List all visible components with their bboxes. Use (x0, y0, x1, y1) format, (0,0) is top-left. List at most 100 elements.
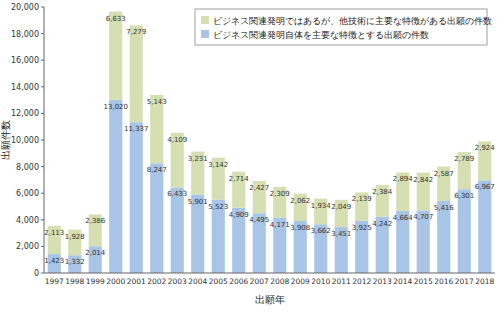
data-label: 1,423 (44, 257, 64, 265)
x-tick-label: 2002 (147, 277, 166, 286)
x-axis: 1997199819992000200120022003200420052006… (45, 277, 495, 286)
data-label: 6,433 (167, 190, 187, 198)
data-label: 1,332 (65, 258, 85, 266)
legend-label: ビジネス関連発明自体を主要な特徴とする出願の件数 (213, 30, 429, 40)
data-label: 3,908 (290, 224, 310, 232)
bar (171, 187, 184, 273)
x-tick-label: 2013 (373, 277, 392, 286)
x-axis-line (44, 273, 495, 274)
data-label: 6,633 (106, 15, 126, 23)
data-label: 3,142 (208, 161, 228, 169)
y-tick-label: 16,000 (11, 56, 39, 65)
y-axis-title: 出願件数 (0, 120, 11, 160)
x-tick-label: 1998 (65, 277, 84, 286)
data-label: 4,495 (249, 216, 269, 224)
y-axis: 0 2,000 4,000 6,000 8,000 10,000 12,000 14,000 1… (11, 3, 44, 278)
data-label: 1,934 (311, 202, 332, 210)
x-tick-label: 1999 (86, 277, 105, 286)
x-axis-title: 出願年 (255, 294, 285, 305)
data-label: 2,714 (229, 175, 250, 183)
bar (150, 163, 163, 273)
bar (191, 195, 204, 273)
x-tick-label: 2017 (455, 277, 474, 286)
chart: 0 2,000 4,000 6,000 8,000 10,000 12,000 14,000 1… (0, 0, 500, 313)
x-tick-label: 2015 (414, 277, 433, 286)
data-label: 2,842 (413, 176, 433, 184)
y-axis-line (44, 7, 45, 273)
data-label: 6,301 (454, 192, 474, 200)
data-label: 2,427 (249, 184, 269, 192)
y-tick-label: 12,000 (11, 109, 39, 118)
data-label: 3,662 (311, 227, 331, 235)
x-tick-label: 2009 (291, 277, 310, 286)
y-tick-label: 6,000 (16, 189, 39, 198)
y-tick-label: 2,000 (16, 242, 39, 251)
bar (130, 122, 143, 273)
data-label: 3,451 (331, 230, 351, 238)
data-label: 5,523 (208, 203, 228, 211)
data-label: 1,928 (65, 233, 85, 241)
y-tick-label: 14,000 (11, 83, 39, 92)
x-tick-label: 2000 (106, 277, 125, 286)
data-label: 6,967 (475, 183, 495, 191)
y-tick-label: 8,000 (16, 163, 39, 172)
x-tick-label: 2006 (229, 277, 248, 286)
data-label: 2,309 (270, 190, 290, 198)
data-label: 2,924 (475, 144, 496, 152)
bars (48, 12, 492, 273)
data-label: 2,113 (44, 229, 64, 237)
data-label: 4,664 (393, 214, 414, 222)
legend-label: ビジネス関連発明ではあるが、他技術に主要な特徴がある出願の件数 (213, 16, 492, 26)
legend-box (195, 9, 487, 45)
x-tick-label: 2010 (311, 277, 330, 286)
legend-swatch (201, 16, 209, 24)
data-label: 5,416 (434, 204, 455, 212)
y-tick-label: 18,000 (11, 30, 39, 39)
data-label: 3,231 (188, 155, 208, 163)
data-label: 8,247 (147, 166, 167, 174)
y-tick-label: 20,000 (11, 3, 39, 12)
bar (109, 100, 122, 273)
data-label: 4,171 (270, 221, 290, 229)
x-tick-label: 2007 (250, 277, 269, 286)
data-label: 4,707 (413, 213, 433, 221)
legend-swatch (201, 30, 209, 38)
data-label: 5,901 (188, 198, 208, 206)
data-label: 2,014 (85, 249, 106, 257)
data-label: 4,242 (372, 220, 392, 228)
x-tick-label: 2016 (434, 277, 453, 286)
data-label: 3,925 (352, 224, 372, 232)
data-label: 2,894 (393, 175, 414, 183)
data-label: 11,337 (124, 125, 149, 133)
bar (458, 189, 471, 273)
data-label: 7,279 (126, 28, 146, 36)
y-tick-label: 4,000 (16, 216, 39, 225)
data-labels: 1,4231,3322,014 13,020 11,337 8,247 6,4335,9… (44, 15, 495, 267)
x-tick-label: 2011 (332, 277, 351, 286)
x-tick-label: 2018 (475, 277, 494, 286)
x-tick-label: 2012 (352, 277, 371, 286)
x-tick-label: 1997 (45, 277, 64, 286)
data-label: 2,062 (290, 197, 310, 205)
data-label: 4,909 (229, 211, 249, 219)
data-label: 5,143 (147, 98, 167, 106)
x-tick-label: 2001 (127, 277, 146, 286)
data-label: 2,386 (85, 217, 106, 225)
x-tick-label: 2014 (393, 277, 412, 286)
x-tick-label: 2004 (188, 277, 207, 286)
bar (478, 180, 491, 273)
x-tick-label: 2003 (168, 277, 187, 286)
x-tick-label: 2008 (270, 277, 289, 286)
bar (212, 200, 225, 273)
data-label: 13,020 (104, 103, 129, 111)
bar (109, 12, 122, 100)
legend: ビジネス関連発明ではあるが、他技術に主要な特徴がある出願の件数ビジネス関連発明自… (195, 9, 492, 45)
data-label: 2,049 (331, 203, 351, 211)
y-tick-label: 0 (34, 269, 39, 278)
data-label: 4,109 (167, 136, 187, 144)
x-tick-label: 2005 (209, 277, 228, 286)
data-label: 2,587 (434, 170, 454, 178)
data-label: 2,789 (454, 155, 474, 163)
y-tick-label: 10,000 (11, 136, 39, 145)
bar (130, 25, 143, 122)
